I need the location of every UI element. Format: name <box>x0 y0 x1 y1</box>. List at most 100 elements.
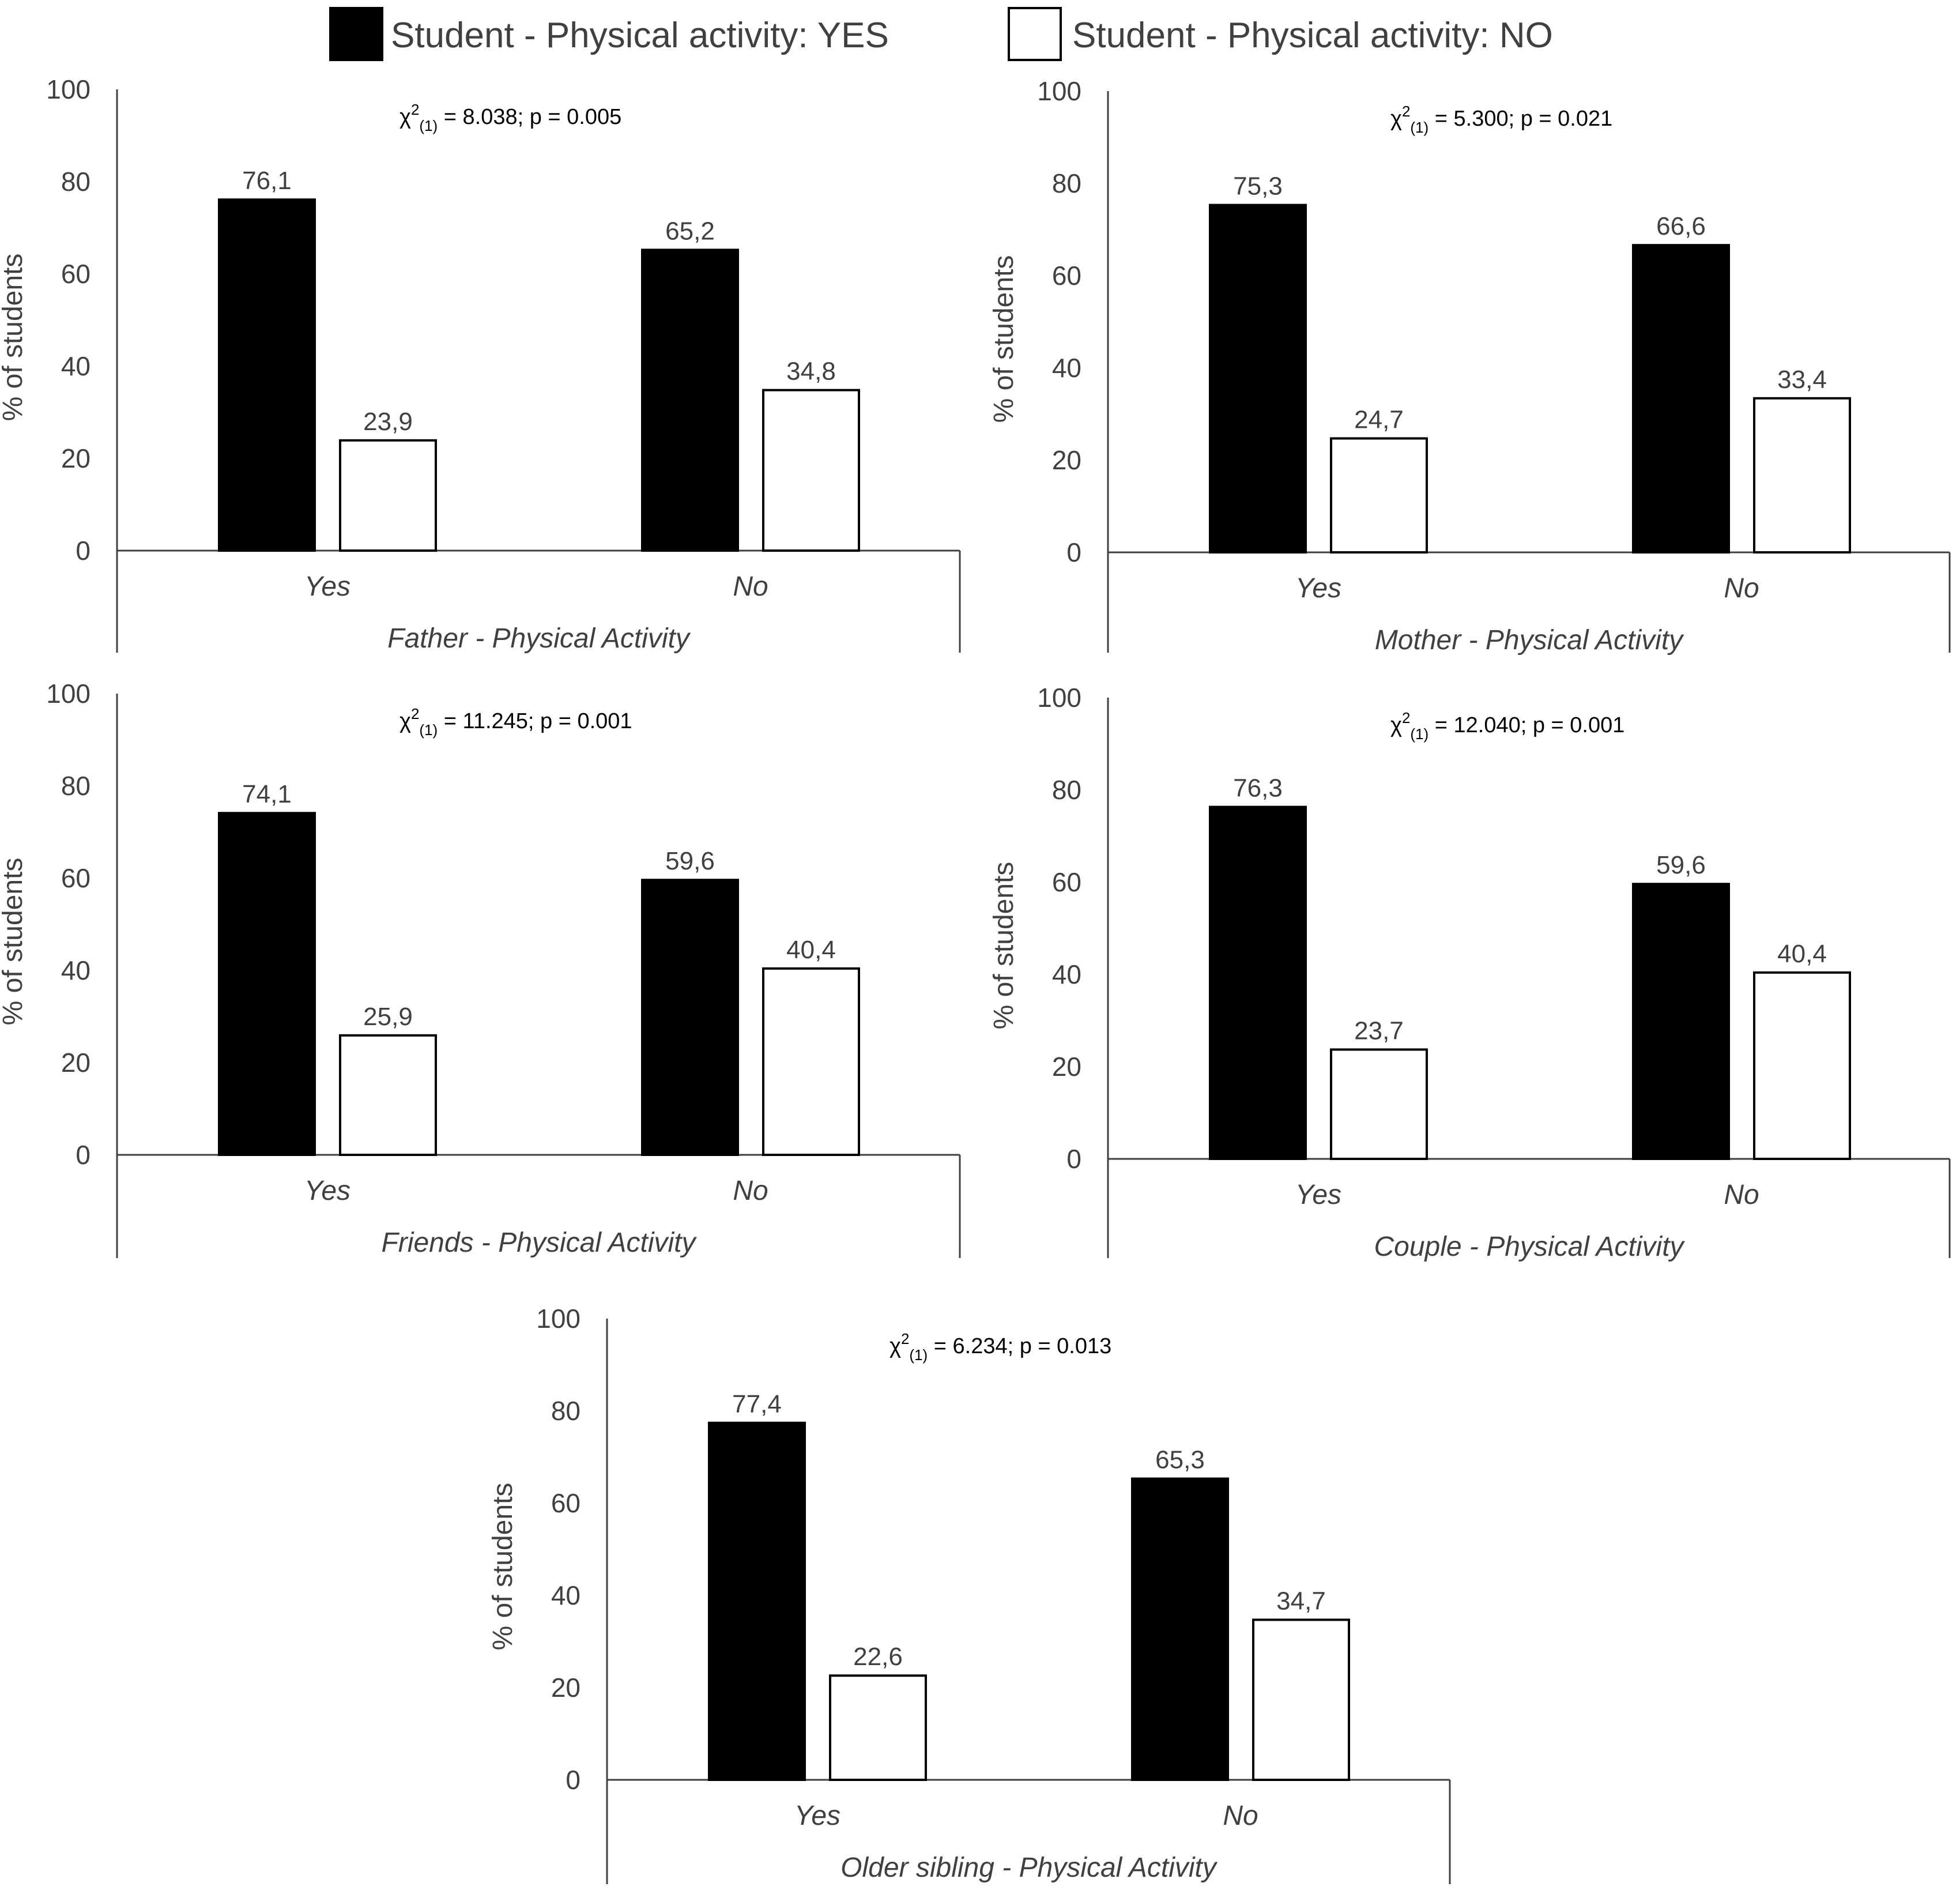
chi-square-annotation: χ2(1) = 11.245; p = 0.001 <box>399 705 632 739</box>
y-tick-label: 0 <box>76 1140 91 1170</box>
y-tick-label: 80 <box>61 771 91 801</box>
y-tick-label: 80 <box>1052 775 1081 805</box>
bar-yes-series-2 <box>829 1674 927 1781</box>
chart-panels: 0 20 40 60 80 100 % of students 76,1 23,9 Yes 65,2… <box>0 74 1951 1884</box>
y-tick-label: 40 <box>1052 353 1081 383</box>
y-tick-label: 100 <box>46 74 91 104</box>
bar-no-series-1 <box>641 879 739 1156</box>
x-axis-label: Mother - Physical Activity <box>1375 625 1684 656</box>
data-label: 59,6 <box>665 847 715 875</box>
y-tick-label: 20 <box>61 443 91 473</box>
x-category-label: No <box>1223 1801 1258 1831</box>
x-category-label: No <box>733 571 768 602</box>
data-label: 74,1 <box>242 780 292 808</box>
data-label: 33,4 <box>1777 366 1827 394</box>
data-label: 23,7 <box>1354 1016 1404 1045</box>
y-tick-label: 0 <box>1066 537 1081 567</box>
y-tick-label: 60 <box>551 1488 581 1518</box>
legend-label-yes: Student - Physical activity: YES <box>391 16 889 55</box>
data-label: 66,6 <box>1656 212 1706 240</box>
bar-no-series-2 <box>762 967 860 1157</box>
bar-no-series-2 <box>1753 971 1851 1161</box>
y-axis-label: % of students <box>989 255 1019 423</box>
y-tick-label: 60 <box>61 259 91 289</box>
y-tick-label: 20 <box>1052 1052 1081 1082</box>
data-label: 65,2 <box>665 217 715 245</box>
legend-swatch-yes <box>329 7 383 61</box>
bar-yes-series-1 <box>1209 805 1307 1160</box>
data-label: 34,8 <box>786 357 836 386</box>
y-tick-label: 100 <box>1037 683 1081 713</box>
y-tick-label: 40 <box>1052 959 1081 989</box>
x-axis-label: Father - Physical Activity <box>387 623 691 654</box>
bar-yes-series-2 <box>1330 1048 1428 1161</box>
data-label: 34,7 <box>1276 1587 1326 1615</box>
data-label: 65,3 <box>1155 1446 1205 1474</box>
chi-square-annotation: χ2(1) = 12.040; p = 0.001 <box>1390 709 1624 743</box>
y-tick-label: 100 <box>46 679 91 709</box>
x-category-label: No <box>1724 573 1759 604</box>
y-tick-label: 80 <box>61 167 91 197</box>
y-tick-label: 20 <box>61 1048 91 1078</box>
y-tick-label: 100 <box>1037 76 1081 106</box>
bar-yes-series-1 <box>1209 204 1307 554</box>
data-label: 77,4 <box>732 1390 782 1418</box>
legend: Student - Physical activity: YES Student… <box>329 7 1553 61</box>
y-axis-label: % of students <box>989 862 1019 1030</box>
data-label: 40,4 <box>1777 940 1827 968</box>
legend-label-no: Student - Physical activity: NO <box>1072 16 1553 55</box>
data-label: 59,6 <box>1656 851 1706 879</box>
chart-panel-2: 0 20 40 60 80 100 % of students 75,3 24,7 Yes 66,6… <box>989 76 1951 656</box>
x-category-label: No <box>733 1176 768 1206</box>
chart-panel-5: 0 20 40 60 80 100 % of students 77,4 22,6 Yes 65,3… <box>488 1304 1451 1884</box>
bar-no-series-2 <box>762 389 860 552</box>
chi-square-annotation: χ2(1) = 6.234; p = 0.013 <box>889 1330 1111 1364</box>
y-tick-label: 20 <box>1052 445 1081 475</box>
x-category-label: No <box>1724 1180 1759 1210</box>
x-category-label: Yes <box>304 1176 350 1206</box>
bar-yes-series-1 <box>218 812 316 1156</box>
y-tick-label: 80 <box>551 1396 581 1426</box>
y-tick-label: 40 <box>551 1580 581 1610</box>
y-tick-label: 0 <box>566 1765 581 1795</box>
x-category-label: Yes <box>1295 1180 1341 1210</box>
y-axis-label: % of students <box>488 1483 518 1651</box>
y-tick-label: 20 <box>551 1673 581 1703</box>
chi-square-annotation: χ2(1) = 5.300; p = 0.021 <box>1390 103 1612 136</box>
y-tick-label: 80 <box>1052 168 1081 198</box>
chart-panel-3: 0 20 40 60 80 100 % of students 74,1 25,9 Yes 59,6… <box>0 679 961 1258</box>
data-label: 24,7 <box>1354 405 1404 434</box>
x-category-label: Yes <box>1295 573 1341 604</box>
bar-no-series-2 <box>1753 397 1851 553</box>
bar-yes-series-2 <box>339 1034 437 1157</box>
y-tick-label: 40 <box>61 955 91 985</box>
bar-no-series-1 <box>641 248 739 552</box>
bar-no-series-1 <box>1632 883 1730 1160</box>
y-tick-label: 40 <box>61 351 91 381</box>
y-axis-label: % of students <box>0 858 28 1026</box>
x-category-label: Yes <box>794 1801 840 1831</box>
y-tick-label: 100 <box>536 1304 581 1334</box>
data-label: 75,3 <box>1233 172 1283 201</box>
chi-square-annotation: χ2(1) = 8.038; p = 0.005 <box>399 101 621 134</box>
y-tick-label: 60 <box>1052 867 1081 897</box>
bar-yes-series-2 <box>339 439 437 552</box>
x-axis-label: Couple - Physical Activity <box>1374 1232 1685 1262</box>
data-label: 22,6 <box>853 1643 903 1671</box>
data-label: 76,1 <box>242 167 292 195</box>
bar-no-series-1 <box>1131 1477 1229 1782</box>
data-label: 40,4 <box>786 936 836 964</box>
bar-yes-series-2 <box>1330 437 1428 554</box>
y-tick-label: 60 <box>1052 261 1081 291</box>
bar-yes-series-1 <box>708 1421 806 1782</box>
x-axis-label: Older sibling - Physical Activity <box>840 1852 1218 1883</box>
legend-swatch-no <box>1008 7 1062 61</box>
bar-yes-series-1 <box>218 198 316 552</box>
y-axis-label: % of students <box>0 254 28 421</box>
y-tick-label: 60 <box>61 863 91 893</box>
bar-no-series-2 <box>1252 1618 1350 1781</box>
bar-no-series-1 <box>1632 244 1730 553</box>
chart-panel-4: 0 20 40 60 80 100 % of students 76,3 23,7 Yes 59,6… <box>989 683 1951 1262</box>
chart-panel-1: 0 20 40 60 80 100 % of students 76,1 23,9 Yes 65,2… <box>0 74 961 654</box>
